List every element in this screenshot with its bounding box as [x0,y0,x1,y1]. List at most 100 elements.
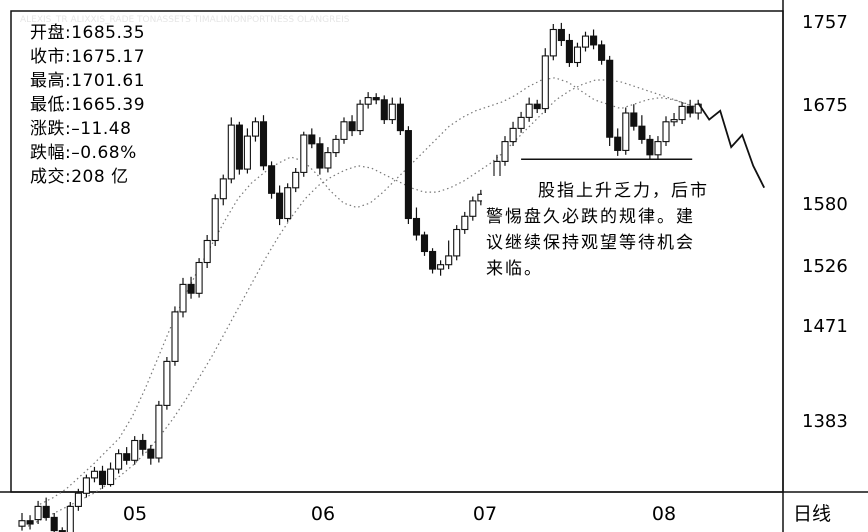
ma-fast-series [39,77,701,505]
candle-body [654,141,662,156]
info-block: 开盘:1685.35 收市:1675.17 最高:1701.61 最低:1665… [30,23,145,187]
comment-line-2: 警惕盘久必跌的规律。建 [486,207,695,227]
candle-body [268,165,276,194]
candle-body [461,215,469,231]
candle-body [276,192,284,220]
candle-body [316,143,324,169]
comment-line-1: 股指上升乏力，后市 [538,181,709,201]
candle-body [525,103,533,118]
candle-body [581,35,590,48]
candle-body [565,39,573,64]
candle-body [115,453,123,470]
watermark-text: ALEXIS_TR ALIXXIS_RADE TONASSETS TIMALIN… [20,15,350,25]
candles-group [18,22,702,532]
candle-body [308,134,316,145]
candle-body [630,112,638,127]
info-open: 开盘:1685.35 [30,23,145,43]
candle-body [26,520,34,525]
candle-body [557,28,565,42]
info-change: 涨跌:–11.48 [30,119,131,139]
candle-body [638,125,646,140]
candle-body [622,112,630,151]
candle-body [396,103,404,132]
candle-body [670,119,678,123]
y-tick-label: 1526 [802,256,848,277]
y-tick-label: 1675 [802,95,848,116]
candle-body [573,46,582,64]
candle-body [123,453,131,461]
info-close: 收市:1675.17 [30,47,145,67]
candle-body [155,404,163,459]
y-tick-label: 1383 [802,411,848,432]
commentary: 股指上升乏力，后市 警惕盘久必跌的规律。建 议继续保持观望等待机会 来临。 [486,181,709,279]
candle-body [662,121,670,143]
candle-body [90,470,99,479]
y-tick-label: 1757 [802,12,848,33]
info-change-pct: 跌幅:–0.68% [30,143,137,163]
candle-body [614,136,622,151]
x-tick-label: 06 [311,503,335,525]
candle-body [678,105,686,121]
blank-patch [300,305,588,369]
ma-fast-line [39,77,701,505]
info-low: 最低:1665.39 [30,95,145,115]
x-tick-label: 05 [123,503,147,525]
candle-body [388,103,396,121]
ma-slow-line [27,79,702,527]
candle-body [243,135,251,170]
candle-body [82,477,90,494]
projection-line [697,102,766,189]
candle-body [139,439,147,450]
candle-body [517,116,525,129]
candle-body [412,217,421,236]
projection-series [697,102,766,189]
info-volume: 成交:208 亿 [30,167,129,187]
candle-body [686,105,694,114]
x-axis: 05 06 07 08 日线 [123,503,831,525]
candle-body [179,283,187,313]
candle-body [324,152,332,169]
candle-body [66,505,74,532]
candle-body [445,255,453,266]
candle-body [356,103,364,132]
candle-body [549,28,557,57]
candle-body [235,124,243,170]
candle-body [147,448,155,459]
candle-body [340,121,348,140]
candle-body [50,516,58,532]
candle-body [300,134,308,173]
candle-body [163,360,171,406]
candle-body [107,468,115,486]
candle-body [74,492,82,507]
candle-body [18,520,26,527]
y-axis: 1757 1675 1580 1526 1471 1383 [802,12,848,432]
candle-body [598,44,606,61]
comment-box [482,176,742,282]
candle-body [429,250,437,270]
candle-body [453,228,461,257]
candle-body [203,239,211,264]
candle-body [590,35,598,46]
candle-body [251,121,260,137]
candle-body [332,138,340,154]
candle-body [541,55,549,110]
candle-body [292,171,300,189]
candle-body [98,470,107,486]
candle-body [171,311,179,362]
candle-body [364,97,372,105]
candle-body [606,59,614,138]
ma-slow-series [27,79,702,527]
candle-body [533,103,541,110]
x-tick-label: 07 [473,503,497,525]
x-tick-label: 08 [652,503,676,525]
candle-body [348,121,356,132]
candle-body [437,264,445,270]
period-label: 日线 [793,503,831,525]
candle-body [195,261,203,294]
candle-body [131,439,139,461]
candle-body [34,505,42,521]
candle-body [187,283,195,294]
info-high: 最高:1701.61 [30,71,145,91]
